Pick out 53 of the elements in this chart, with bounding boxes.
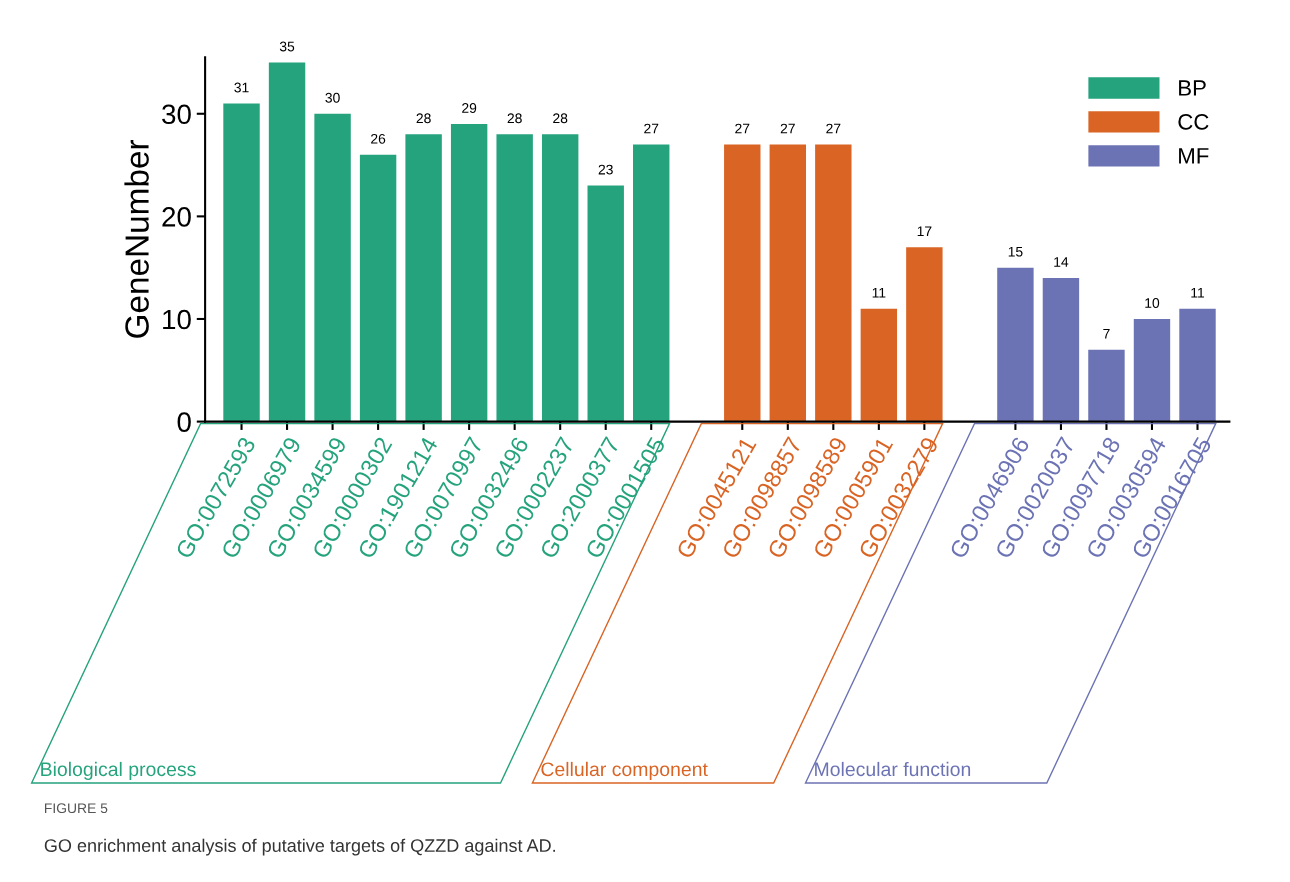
bar — [906, 247, 943, 422]
legend-label: CC — [1178, 113, 1209, 130]
data-label: 27 — [644, 123, 659, 134]
data-label: 35 — [279, 41, 295, 52]
bar — [860, 308, 898, 422]
text: Biological process — [41, 761, 196, 780]
bar — [1042, 277, 1080, 422]
legend-label: BP — [1179, 80, 1206, 96]
bar — [1179, 308, 1216, 422]
data-label: 28 — [507, 113, 522, 124]
bar — [1133, 318, 1171, 422]
bar — [314, 113, 351, 422]
data-label: 27 — [735, 123, 750, 134]
data-label: 31 — [234, 82, 249, 93]
legend-label: MF — [1179, 148, 1209, 164]
bar — [633, 144, 670, 422]
bar — [496, 134, 533, 422]
bar — [997, 267, 1034, 422]
bar — [223, 103, 260, 422]
data-label: 27 — [826, 123, 841, 134]
data-label: 14 — [1054, 257, 1069, 267]
y-tick-label: 0 — [177, 412, 191, 432]
data-label: 26 — [371, 133, 386, 144]
bar — [769, 144, 807, 422]
bar — [541, 134, 579, 422]
text: Molecular function — [815, 761, 971, 777]
y-axis-title: GeneNumber — [124, 139, 149, 338]
data-label: 7 — [1103, 329, 1110, 339]
bar — [450, 124, 488, 422]
data-label: 17 — [917, 226, 932, 236]
data-label: 11 — [872, 287, 886, 298]
data-label: 10 — [1145, 298, 1160, 308]
text: FIGURE 5 — [45, 803, 108, 814]
y-tick-label: 30 — [162, 104, 191, 125]
data-label: 27 — [780, 123, 795, 134]
y-tick-label: 10 — [163, 309, 191, 330]
data-label: 28 — [553, 113, 568, 124]
bar — [1088, 349, 1125, 422]
data-label: 11 — [1191, 287, 1205, 298]
text: GO enrichment analysis of putative targets of QZZD against AD. — [44, 838, 556, 856]
data-label: 28 — [416, 113, 431, 124]
data-label: 15 — [1008, 246, 1023, 257]
bar — [268, 62, 306, 422]
bar — [815, 144, 852, 422]
bar — [359, 154, 397, 422]
bar — [587, 185, 624, 422]
data-label: 29 — [462, 103, 477, 113]
text: Cellular component — [541, 761, 708, 780]
bar — [724, 144, 761, 422]
data-label: 30 — [325, 92, 340, 103]
data-label: 23 — [598, 164, 613, 175]
y-tick-label: 20 — [162, 207, 191, 227]
bar — [405, 134, 442, 422]
